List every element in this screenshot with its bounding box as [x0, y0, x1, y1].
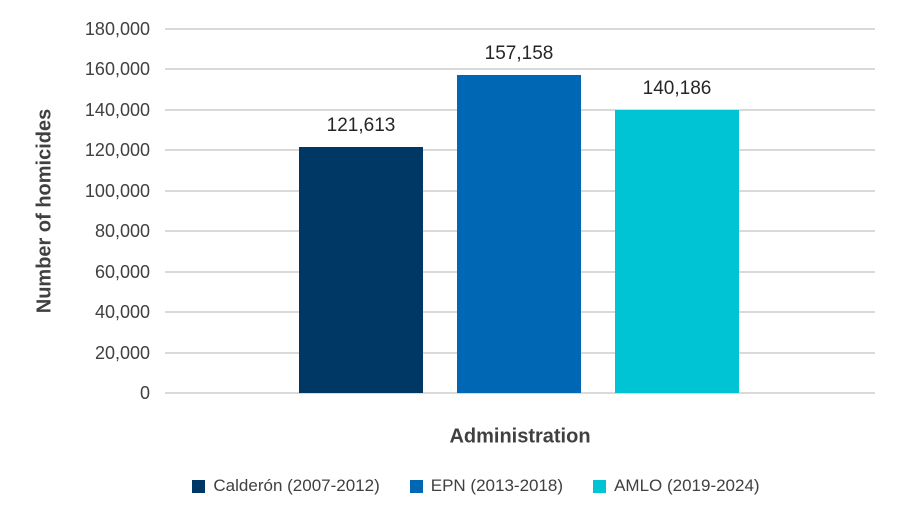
y-tick-label: 0	[139, 383, 150, 403]
bar-data-label: 121,613	[326, 115, 396, 137]
bar-data-label: 157,158	[484, 43, 554, 65]
plot-area	[165, 28, 875, 394]
y-tick-label: 140,000	[84, 99, 150, 120]
bar-1	[299, 147, 423, 393]
y-axis-title: Number of homicides	[33, 108, 56, 314]
y-tick-label: 80,000	[94, 221, 150, 242]
legend: Calderón (2007-2012) EPN (2013-2018) AMLO …	[52, 476, 900, 496]
x-axis-line	[165, 392, 875, 394]
bar-3	[615, 109, 739, 393]
gridline	[165, 68, 875, 71]
y-tick-label: 40,000	[94, 302, 150, 323]
y-tick-label: 20,000	[94, 342, 150, 363]
legend-label: EPN (2013-2018)	[430, 476, 564, 495]
legend-item: Calderón (2007-2012)	[192, 476, 380, 496]
legend-item: EPN (2013-2018)	[409, 476, 564, 496]
y-tick-label: 120,000	[84, 140, 150, 161]
legend-label: AMLO (2019-2024)	[614, 476, 760, 495]
legend-label: Calderón (2007-2012)	[213, 476, 380, 495]
legend-item: AMLO (2019-2024)	[593, 476, 760, 496]
y-tick-label: 60,000	[94, 261, 150, 282]
x-axis-title: Administration	[449, 425, 591, 448]
y-tick-label: 180,000	[84, 19, 150, 39]
legend-swatch-icon	[192, 479, 206, 493]
legend-swatch-icon	[593, 479, 607, 493]
bar-2	[457, 75, 581, 393]
gridline	[165, 28, 875, 30]
y-tick-label: 160,000	[84, 59, 150, 80]
legend-swatch-icon	[409, 479, 423, 493]
bar-data-label: 140,186	[642, 77, 712, 99]
y-tick-label: 100,000	[84, 180, 150, 201]
